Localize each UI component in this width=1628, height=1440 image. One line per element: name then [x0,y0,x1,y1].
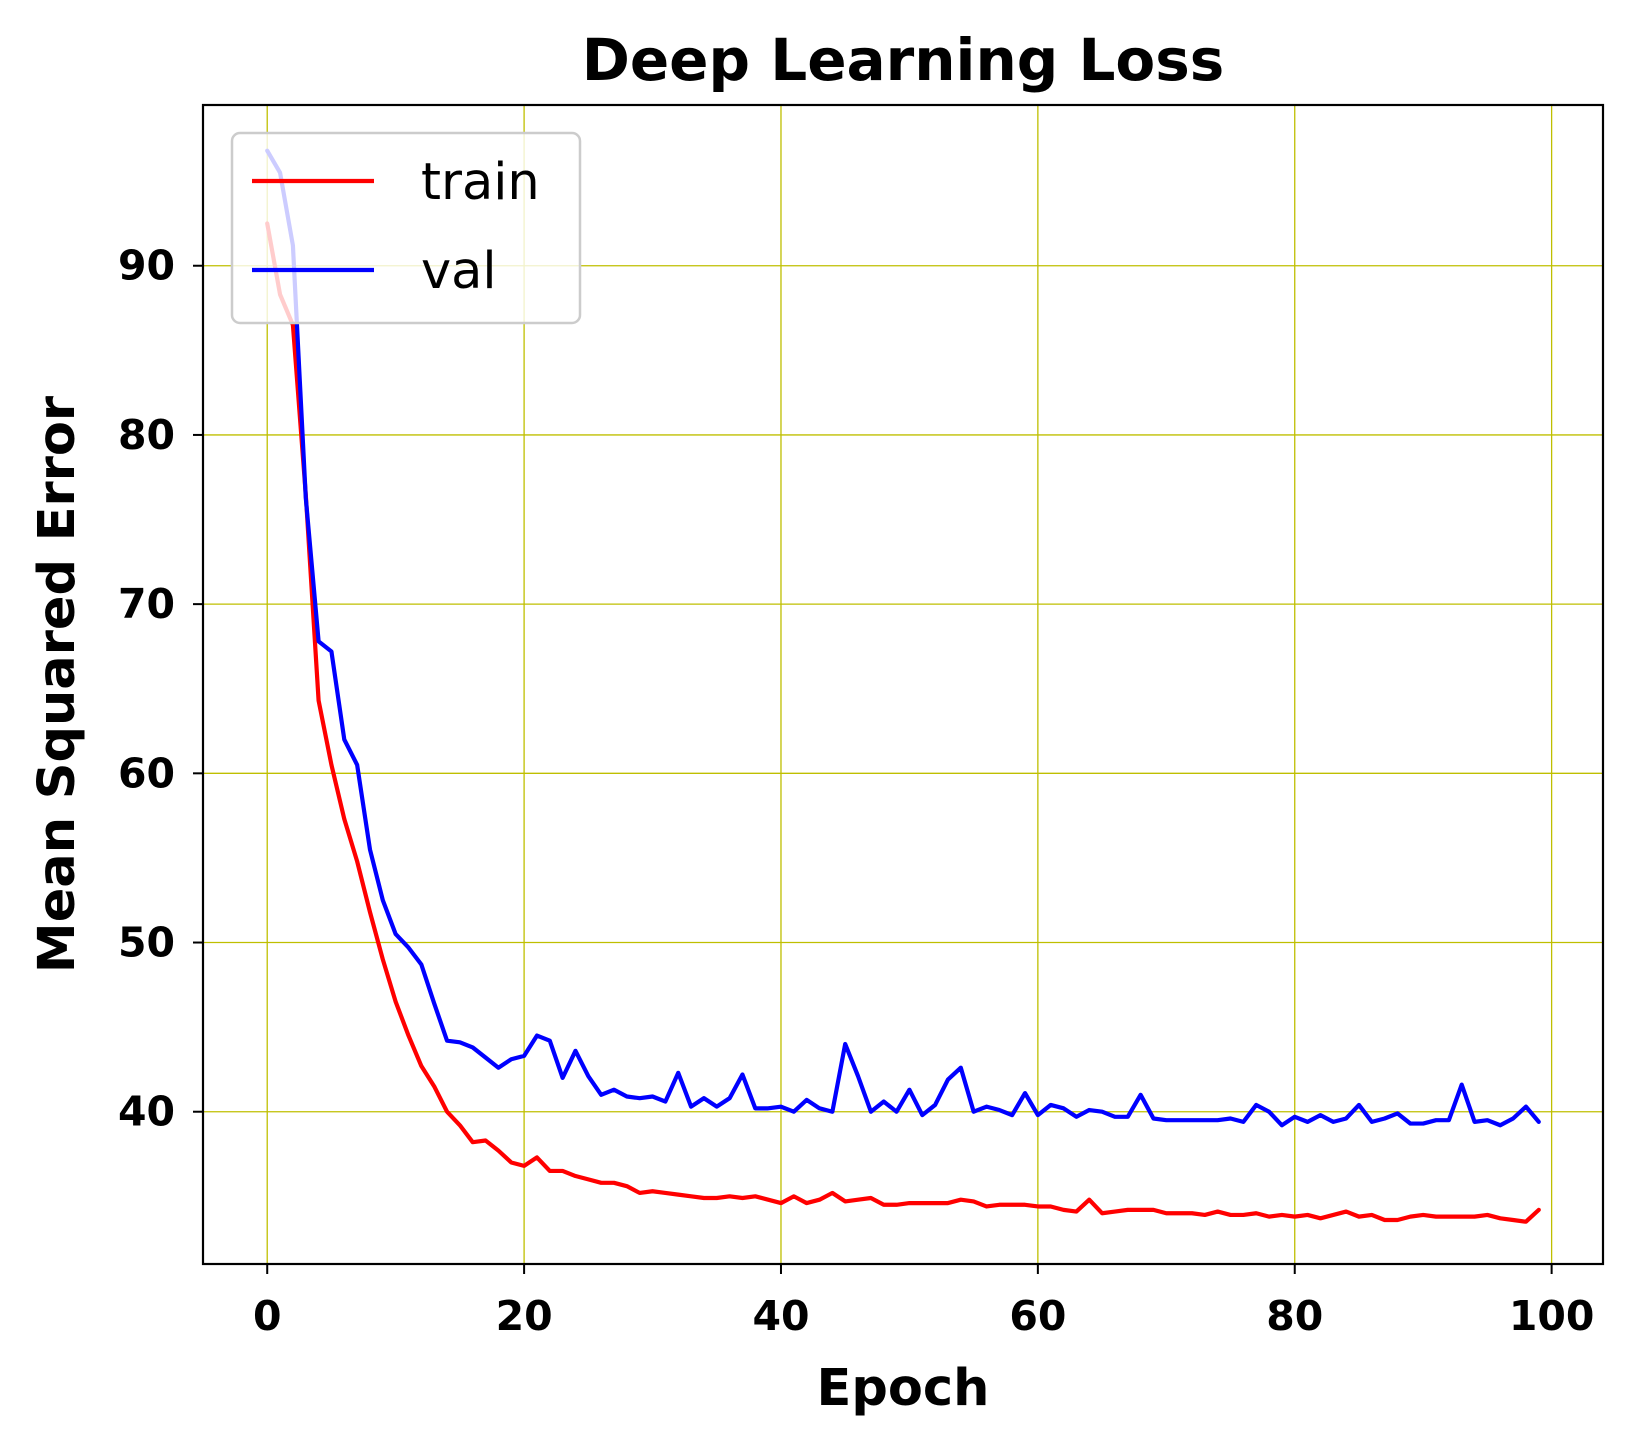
x-axis-label: Epoch [817,1359,990,1418]
y-tick-label: 80 [118,411,175,459]
series-line-train [265,221,1541,1224]
x-tick-label: 60 [1009,1292,1066,1340]
series-line-val [265,148,1541,1128]
x-tick-label: 20 [496,1292,553,1340]
plot-frame [201,103,1605,1266]
x-tick-label: 0 [253,1292,282,1340]
y-tick-label: 70 [118,580,175,628]
grid [203,105,1603,1264]
series-lines [265,148,1541,1224]
y-tick-label: 60 [118,749,175,797]
y-tick-label: 90 [118,242,175,290]
legend: train val [230,131,582,325]
y-tick-label: 50 [118,919,175,967]
axis-ticks: 0 20 40 60 80 100 40 50 60 70 80 90 [118,242,1594,1340]
y-axis-label: Mean Squared Error [28,396,87,973]
legend-label-train: train [421,153,540,212]
legend-label-val: val [421,242,497,301]
x-tick-label: 80 [1266,1292,1323,1340]
x-tick-label: 100 [1509,1292,1595,1340]
x-tick-label: 40 [752,1292,809,1340]
y-tick-label: 40 [118,1088,175,1136]
chart-title: Deep Learning Loss [582,26,1225,94]
